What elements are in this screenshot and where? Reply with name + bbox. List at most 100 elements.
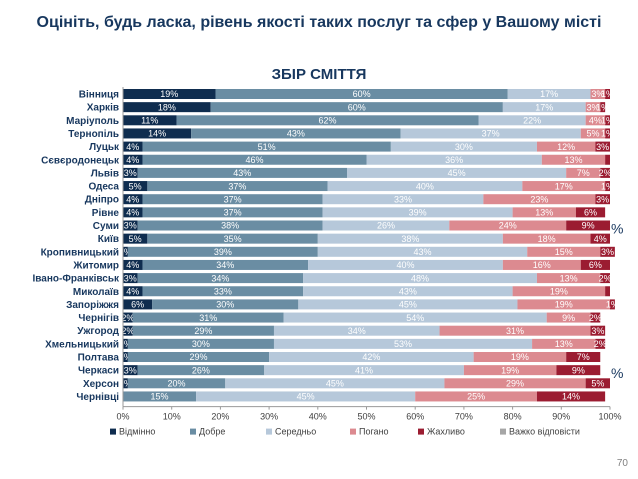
- segment-value-label: 34%: [211, 273, 229, 283]
- bar-segment: [605, 154, 610, 165]
- bar-segment: [123, 378, 128, 389]
- segment-value-label: 3%: [124, 365, 137, 375]
- bar-segment: [269, 352, 474, 362]
- segment-value-label: 4%: [589, 116, 602, 126]
- bar-segment: [483, 194, 596, 205]
- segment-value-label: 39%: [409, 208, 427, 218]
- segment-value-label: 17%: [535, 102, 553, 112]
- bar-segment: [502, 259, 581, 270]
- segment-value-label: 9%: [562, 313, 575, 323]
- segment-value-label: 13%: [560, 273, 578, 283]
- bar-segment: [191, 128, 401, 139]
- bar-segment: [536, 391, 606, 402]
- segment-value-label: 15%: [555, 247, 573, 257]
- segment-value-label: 53%: [394, 339, 412, 349]
- bar-segment: [123, 365, 138, 376]
- bar-segment: [137, 220, 323, 231]
- x-tick-label: 100%: [598, 412, 621, 422]
- segment-value-label: 3%: [601, 247, 614, 257]
- segment-value-label: 45%: [448, 168, 466, 178]
- legend-entry: Жахливо: [427, 427, 465, 437]
- bar-segment: [123, 233, 148, 244]
- bar-segment: [123, 259, 143, 270]
- bar-segment: [273, 325, 440, 336]
- bar-segment: [449, 220, 567, 231]
- segment-value-label: 60%: [353, 89, 371, 99]
- segment-value-label: 1%: [119, 379, 132, 389]
- bar-segment: [600, 246, 615, 257]
- bar-segment: [123, 207, 143, 218]
- bar-segment: [566, 167, 601, 178]
- bar-segment: [142, 259, 309, 270]
- bar-segment: [123, 154, 143, 165]
- bar-segment: [123, 312, 133, 323]
- segment-value-label: 37%: [482, 129, 500, 139]
- segment-value-label: 41%: [355, 365, 373, 375]
- legend-entry: Погано: [359, 427, 389, 437]
- bar-segment: [283, 312, 547, 323]
- segment-value-label: 4%: [126, 142, 139, 152]
- segment-value-label: 1%: [119, 352, 132, 362]
- segment-value-label: 19%: [511, 352, 529, 362]
- segment-value-label: 1%: [601, 181, 614, 191]
- bar-segment: [512, 286, 606, 297]
- segment-value-label: 19%: [160, 89, 178, 99]
- segment-value-label: 19%: [550, 286, 568, 296]
- segment-value-label: 2%: [594, 339, 607, 349]
- bar-segment: [605, 89, 610, 99]
- segment-value-label: 30%: [455, 142, 473, 152]
- bar-segment: [600, 167, 610, 178]
- bar-segment: [517, 299, 610, 310]
- bar-segment: [556, 365, 601, 376]
- bar-segment: [273, 338, 533, 349]
- bar-segment: [400, 128, 581, 139]
- segment-value-label: 60%: [348, 102, 366, 112]
- bar-segment: [585, 378, 610, 389]
- segment-value-label: 7%: [577, 168, 590, 178]
- segment-value-label: 3%: [124, 273, 137, 283]
- bar-segment: [132, 312, 284, 323]
- segment-value-label: 54%: [406, 313, 424, 323]
- segment-value-label: 17%: [555, 181, 573, 191]
- bar-segment: [147, 181, 328, 192]
- segment-value-label: 37%: [224, 208, 242, 218]
- bar-segment: [123, 220, 138, 231]
- segment-value-label: 6%: [589, 260, 602, 270]
- x-axis: 0% 10% 20% 30% 40% 50% 60% 70% 80% 90% 100%: [116, 87, 622, 422]
- segment-value-label: 19%: [555, 300, 573, 310]
- bar-segment: [137, 273, 304, 284]
- bars-layer: Вінниця 19% 60% 17% 3%1%Харків 18% 60% 17% 3%1%М…: [33, 89, 623, 403]
- bar-segment: [595, 194, 610, 205]
- bar-segment: [566, 352, 601, 362]
- bar-segment: [137, 167, 348, 178]
- segment-value-label: 36%: [445, 155, 463, 165]
- x-tick-label: 0%: [116, 412, 129, 422]
- segment-value-label: 19%: [501, 365, 519, 375]
- bar-segment: [322, 194, 484, 205]
- bar-segment: [123, 338, 128, 349]
- bar-segment: [210, 102, 503, 113]
- segment-value-label: 3%: [591, 326, 604, 336]
- segment-value-label: 5%: [129, 234, 142, 244]
- segment-value-label: 40%: [396, 260, 414, 270]
- segment-value-label: 22%: [523, 116, 541, 126]
- bar-segment: [127, 378, 226, 389]
- segment-value-label: 14%: [562, 392, 580, 402]
- bar-segment: [225, 378, 445, 389]
- segment-value-label: 26%: [377, 221, 395, 231]
- segment-value-label: 2%: [599, 168, 612, 178]
- segment-value-label: 13%: [564, 155, 582, 165]
- segment-value-label: 40%: [416, 181, 434, 191]
- category-label: Чернівці: [76, 392, 119, 403]
- bar-segment: [123, 128, 192, 139]
- segment-value-label: 43%: [413, 247, 431, 257]
- bar-segment: [575, 207, 606, 218]
- segment-value-label: 31%: [506, 326, 524, 336]
- bar-segment: [264, 365, 464, 376]
- segment-value-label: 7%: [577, 352, 590, 362]
- segment-value-label: 5%: [129, 181, 142, 191]
- bar-segment: [512, 207, 576, 218]
- segment-value-label: 24%: [499, 221, 517, 231]
- legend-swatch: [500, 428, 506, 435]
- x-tick-label: 30%: [260, 412, 278, 422]
